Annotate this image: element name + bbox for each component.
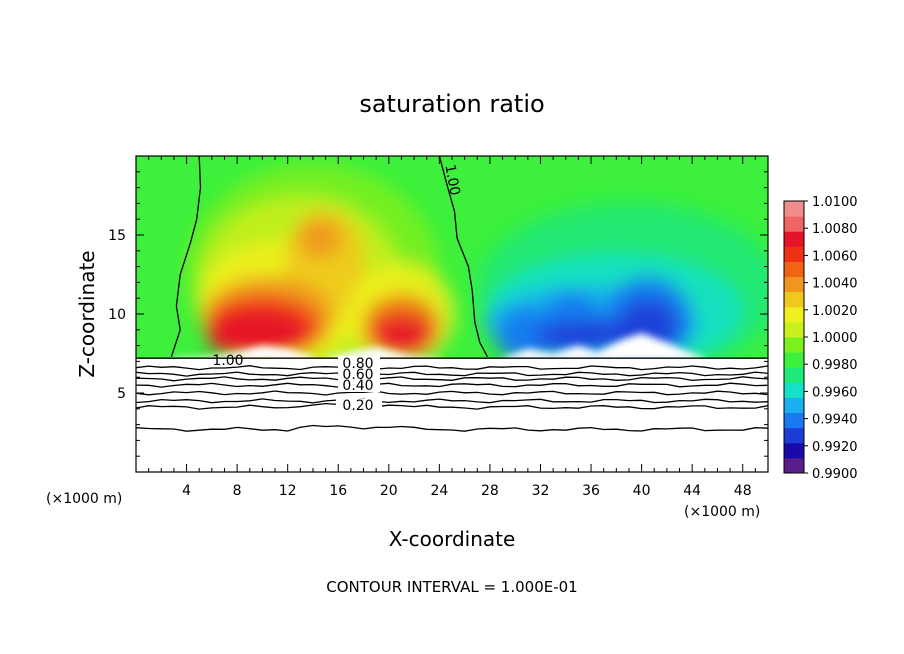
colorbar-tick-label: 0.9960 — [812, 385, 858, 400]
contour-label-0-80: 0.80 — [342, 356, 373, 372]
x-unit-right: (×1000 m) — [684, 504, 760, 520]
x-axis-ticks: 4 8 12 16 20 24 28 32 36 40 44 48 — [148, 156, 756, 499]
field-blob-10 — [296, 217, 343, 259]
contour-low-4 — [136, 390, 768, 396]
contour-label-bg — [338, 369, 380, 381]
x-tick-label: 28 — [481, 483, 499, 499]
contour-low-5 — [136, 398, 768, 404]
x-tick-label: 24 — [430, 483, 448, 499]
colorbar-tick-label: 1.0060 — [812, 249, 858, 264]
colorbar-swatch — [784, 457, 804, 474]
colorbar-swatch — [784, 231, 804, 247]
colorbar-swatch — [784, 382, 804, 398]
colorbar-swatch — [784, 321, 804, 338]
y-tick-label: 5 — [117, 386, 126, 402]
colorbar-tick-label: 1.0080 — [812, 222, 858, 237]
contour-low-7 — [136, 424, 768, 432]
field-blue-blob-5 — [496, 307, 560, 365]
x-tick-label: 16 — [329, 483, 347, 499]
y-tick-label: 15 — [108, 228, 126, 244]
saturation-field — [136, 156, 768, 472]
x-tick-label: 44 — [683, 483, 701, 499]
colorbar-tick-label: 1.0000 — [812, 331, 858, 346]
colorbar-swatch — [784, 201, 804, 217]
colorbar-swatch — [784, 276, 804, 293]
chart-title: saturation ratio — [359, 90, 544, 118]
colorbar-tick-label: 0.9900 — [812, 467, 858, 482]
field-base-gap-2 — [502, 332, 705, 362]
colorbar-swatch — [784, 246, 804, 262]
colorbar-swatch — [784, 291, 804, 308]
contour-label-bg — [336, 399, 382, 413]
contour-label-1-00-top: 1.00 — [441, 163, 462, 196]
contour-low-6 — [136, 402, 768, 410]
contour-label-bg — [338, 356, 380, 370]
field-blob-6 — [206, 309, 308, 360]
colorbar-swatch — [784, 397, 804, 414]
colorbar-tick-label: 0.9940 — [812, 413, 858, 428]
x-tick-label: 36 — [582, 483, 600, 499]
x-tick-label: 48 — [734, 483, 752, 499]
contour-low-0 — [136, 365, 768, 371]
colorbar-swatch — [784, 442, 804, 459]
x-tick-label: 32 — [532, 483, 550, 499]
colorbar-tick-label: 1.0100 — [812, 195, 858, 210]
colorbar-tick-label: 0.9920 — [812, 440, 858, 455]
contour-label-0-40: 0.40 — [342, 378, 373, 394]
x-tick-label: 4 — [182, 483, 191, 499]
field-left-blobs — [186, 163, 455, 386]
y-axis-ticks: 5 10 15 — [108, 171, 768, 457]
contour-low-2 — [136, 376, 768, 382]
colorbar-tick-label: 1.0020 — [812, 304, 858, 319]
x-unit-left: (×1000 m) — [46, 491, 122, 507]
contour-1-00-left — [170, 156, 202, 357]
contour-interval-note: CONTOUR INTERVAL = 1.000E-01 — [326, 578, 577, 596]
field-base-gap-0 — [173, 345, 316, 362]
x-tick-label: 8 — [233, 483, 242, 499]
contour-label-0-20: 0.20 — [342, 398, 373, 414]
y-axis-title: Z-coordinate — [75, 250, 99, 377]
colorbar-swatch — [784, 367, 804, 383]
x-tick-label: 20 — [380, 483, 398, 499]
contour-lines — [136, 156, 768, 432]
colorbar-tick-label: 1.0040 — [812, 277, 858, 292]
colorbar-tick-label: 0.9980 — [812, 358, 858, 373]
contour-labels: 1.001.00 0.800.600.400.20 — [212, 163, 462, 414]
field-blob-9 — [371, 315, 432, 357]
contour-1-00-right — [438, 156, 488, 358]
x-tick-label: 12 — [279, 483, 297, 499]
contour-label-1-00-base: 1.00 — [212, 353, 243, 369]
contour-low-1 — [136, 371, 768, 377]
colorbar-swatch — [784, 306, 804, 323]
contour-label-bg — [338, 379, 380, 392]
colorbar-swatch — [784, 427, 804, 444]
x-axis-title: X-coordinate — [389, 527, 516, 551]
colorbar-swatch — [784, 412, 804, 429]
colorbar-swatch — [784, 261, 804, 278]
contour-low-3 — [136, 382, 768, 388]
y-tick-label: 10 — [108, 307, 126, 323]
colorbar: 1.0100 1.0080 1.0060 1.0040 1.0020 1.0000 0.99… — [783, 195, 858, 482]
x-tick-label: 40 — [633, 483, 651, 499]
colorbar-swatch — [784, 216, 804, 232]
colorbar-swatch — [784, 337, 804, 353]
colorbar-swatch — [784, 352, 804, 368]
